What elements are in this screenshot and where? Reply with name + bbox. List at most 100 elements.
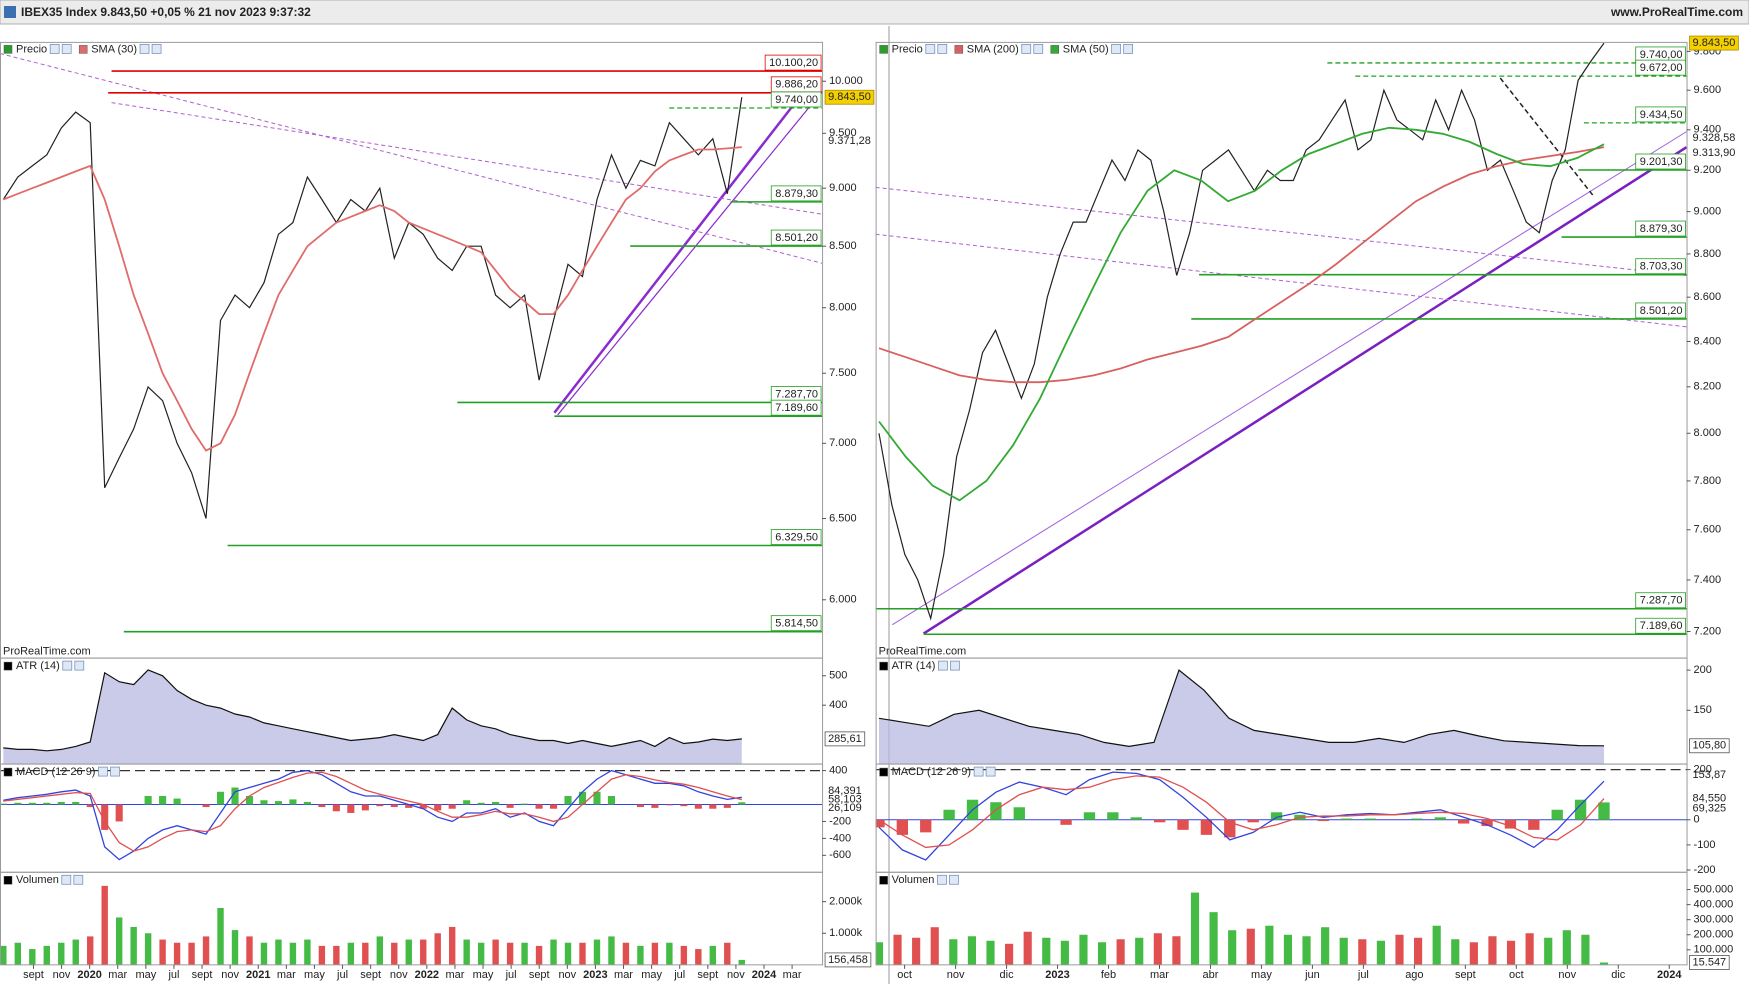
x-tick-label: jul bbox=[1357, 969, 1369, 981]
volume-bar bbox=[492, 939, 499, 965]
volume-bar bbox=[1246, 928, 1255, 965]
volume-bar bbox=[43, 945, 50, 965]
legend-label: ATR (14) bbox=[16, 660, 60, 672]
macd-histogram-bar bbox=[28, 802, 36, 805]
volume-bar bbox=[724, 942, 731, 965]
legend-label: SMA (50) bbox=[1063, 43, 1109, 55]
volume-bar bbox=[376, 936, 383, 965]
axis-value-label: 15.547 bbox=[1693, 956, 1727, 968]
volume-bar bbox=[72, 939, 79, 965]
legend-swatch bbox=[879, 876, 888, 885]
level-label-box bbox=[770, 229, 822, 246]
macd-histogram-bar bbox=[1247, 819, 1259, 823]
site-link[interactable]: www.ProRealTime.com bbox=[1610, 5, 1743, 19]
macd-histogram-bar bbox=[1130, 817, 1142, 820]
x-tick-label: feb bbox=[1101, 969, 1116, 981]
legend-icon bbox=[937, 874, 947, 885]
legend-icon bbox=[74, 660, 85, 671]
macd-histogram-bar bbox=[245, 796, 254, 805]
macd-histogram-bar bbox=[57, 801, 65, 805]
volume-bar bbox=[1005, 943, 1014, 965]
volume-bar bbox=[666, 942, 673, 965]
atr-area bbox=[878, 670, 1604, 765]
level-label-box bbox=[770, 399, 822, 416]
volume-bar bbox=[405, 939, 412, 965]
x-tick-label: sept bbox=[23, 969, 44, 981]
volume-bar bbox=[217, 907, 224, 965]
macd-histogram-bar bbox=[1411, 818, 1423, 820]
legend-label: Volumen bbox=[16, 874, 59, 886]
volume-bar bbox=[1097, 942, 1107, 965]
volume-bar bbox=[1506, 940, 1516, 965]
volume-bar bbox=[420, 939, 427, 965]
macd-histogram-bar bbox=[920, 819, 932, 833]
volume-bar bbox=[115, 917, 123, 965]
legend-swatch bbox=[3, 45, 13, 54]
x-tick-label: nov bbox=[558, 969, 576, 981]
sma-line bbox=[878, 126, 1605, 502]
volume-bar bbox=[1562, 930, 1571, 965]
macd-histogram-bar bbox=[709, 804, 717, 809]
y-tick-label: -400 bbox=[829, 832, 851, 844]
y-tick-label: 7.000 bbox=[829, 437, 857, 449]
level-label: 8.501,20 bbox=[1640, 305, 1683, 317]
trend-line bbox=[892, 131, 1687, 626]
macd-histogram-bar bbox=[419, 804, 427, 809]
x-tick-label: nov bbox=[53, 969, 71, 981]
y-tick-label: 9.200 bbox=[1694, 164, 1722, 176]
macd-histogram-bar bbox=[1317, 819, 1330, 822]
volume-bar bbox=[680, 945, 688, 965]
y-tick-label: 1.000k bbox=[829, 927, 863, 939]
macd-histogram-bar bbox=[405, 804, 413, 808]
trend-line bbox=[0, 53, 823, 264]
macd-value-label: 84,550 bbox=[1693, 792, 1727, 804]
legend-icon bbox=[98, 766, 108, 777]
volume-bar bbox=[144, 933, 152, 965]
macd-histogram-bar bbox=[636, 804, 644, 808]
y-tick-label: 7.400 bbox=[1694, 574, 1722, 586]
watermark: ProRealTime.com bbox=[3, 645, 91, 657]
y-tick-label: 500 bbox=[829, 670, 847, 682]
x-tick-label: dic bbox=[1611, 969, 1626, 981]
macd-histogram-bar bbox=[1364, 818, 1376, 820]
level-label: 10.100,20 bbox=[769, 57, 818, 69]
legend-icon bbox=[1033, 44, 1044, 54]
panel bbox=[875, 42, 1687, 965]
trend-line bbox=[111, 102, 823, 215]
volume-bar bbox=[333, 945, 340, 965]
y-tick-label: -200 bbox=[829, 815, 851, 827]
legend-icon bbox=[1111, 44, 1121, 54]
macd-histogram-bar bbox=[1013, 807, 1025, 820]
macd-histogram-bar bbox=[231, 787, 239, 805]
legend-icon bbox=[62, 660, 73, 671]
volume-bar bbox=[949, 939, 958, 965]
level-label-box bbox=[1635, 220, 1686, 237]
legend-icon bbox=[110, 766, 120, 777]
macd-histogram-bar bbox=[434, 804, 442, 811]
axis-value-label: 9.843,50 bbox=[1693, 37, 1736, 49]
y-tick-label: 200.000 bbox=[1694, 929, 1734, 941]
level-label: 9.672,00 bbox=[1640, 62, 1683, 74]
level-label: 7.189,60 bbox=[775, 402, 818, 414]
volume-bar bbox=[1265, 925, 1274, 965]
legend-icon bbox=[73, 874, 84, 885]
x-tick-label: jul bbox=[505, 969, 517, 981]
legend-swatch bbox=[3, 876, 13, 885]
macd-histogram-bar bbox=[303, 801, 311, 805]
x-tick-label: ago bbox=[1405, 969, 1423, 981]
macd-histogram-bar bbox=[990, 802, 1002, 820]
volume-bar bbox=[347, 942, 355, 965]
y-tick-label: 400.000 bbox=[1694, 899, 1734, 911]
x-tick-label: jul bbox=[167, 969, 179, 981]
legend-icon bbox=[139, 44, 150, 54]
volume-bar bbox=[550, 939, 557, 965]
macd-histogram-bar bbox=[1107, 812, 1119, 820]
y-tick-label: 6.000 bbox=[829, 594, 857, 606]
macd-histogram-bar bbox=[723, 804, 731, 808]
axis-value-label: 285,61 bbox=[828, 733, 862, 745]
title-bar bbox=[0, 0, 1749, 25]
level-label: 8.879,30 bbox=[775, 188, 818, 200]
legend-icon bbox=[937, 44, 948, 54]
level-label: 7.189,60 bbox=[1640, 620, 1683, 632]
